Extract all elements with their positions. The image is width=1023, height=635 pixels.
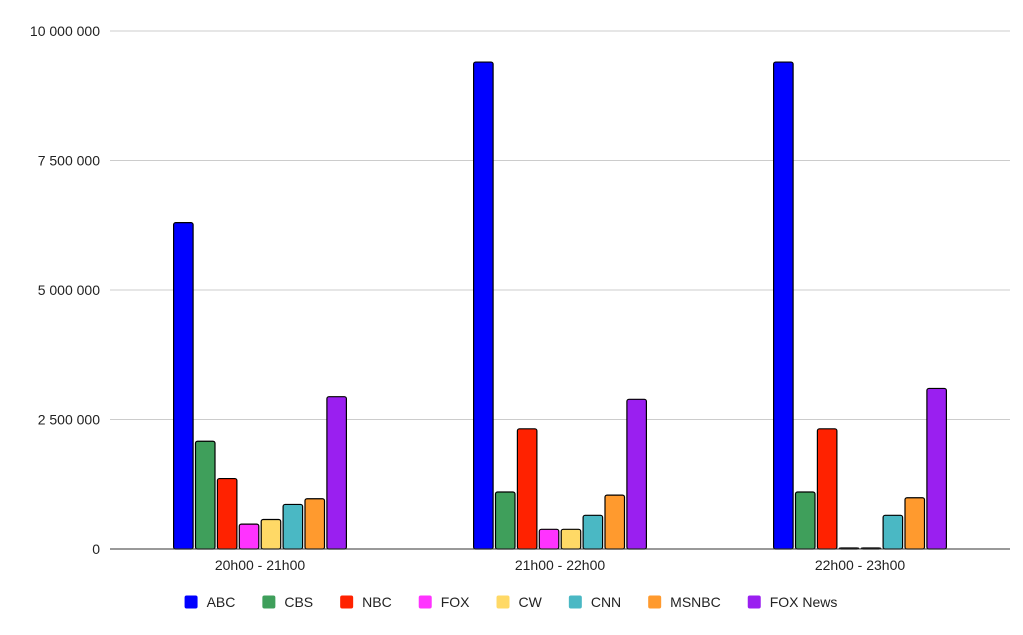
y-tick-label: 7 500 000 bbox=[38, 153, 100, 169]
bar-nbc-0 bbox=[216, 477, 238, 550]
legend-item-fox[interactable]: FOX bbox=[418, 594, 470, 610]
legend-item-cw[interactable]: CW bbox=[496, 594, 543, 610]
legend-label: FOX bbox=[441, 594, 470, 610]
bar-cw-1 bbox=[560, 528, 582, 550]
legend: ABC CBS NBC FOX CW CNN MSNBC FOX News bbox=[184, 594, 838, 610]
bar-cnn-1 bbox=[582, 514, 604, 550]
legend-swatch bbox=[747, 595, 761, 609]
bar-fox-news-2 bbox=[926, 387, 948, 550]
x-category-label: 22h00 - 23h00 bbox=[815, 557, 906, 573]
x-category-label: 21h00 - 22h00 bbox=[515, 557, 606, 573]
bar-cbs-0 bbox=[194, 440, 216, 550]
legend-swatch bbox=[496, 595, 510, 609]
legend-swatch bbox=[648, 595, 662, 609]
bar-msnbc-2 bbox=[904, 497, 926, 550]
y-tick-label: 0 bbox=[92, 541, 100, 557]
bar-cnn-2 bbox=[882, 514, 904, 550]
legend-swatch bbox=[418, 595, 432, 609]
legend-swatch bbox=[568, 595, 582, 609]
bar-msnbc-1 bbox=[604, 494, 626, 550]
bar-nbc-1 bbox=[516, 428, 538, 550]
legend-label: MSNBC bbox=[670, 594, 721, 610]
y-tick-label: 2 500 000 bbox=[38, 412, 100, 428]
x-category-label: 20h00 - 21h00 bbox=[215, 557, 306, 573]
legend-item-fox-news[interactable]: FOX News bbox=[747, 594, 838, 610]
bar-cw-0 bbox=[260, 518, 282, 550]
bar-cbs-1 bbox=[494, 491, 516, 550]
bar-fox-1 bbox=[538, 528, 560, 550]
legend-label: CBS bbox=[284, 594, 313, 610]
bar-nbc-2 bbox=[816, 428, 838, 550]
bar-fox-0 bbox=[238, 523, 260, 550]
bar-msnbc-0 bbox=[304, 498, 326, 550]
legend-swatch bbox=[262, 595, 276, 609]
legend-label: CNN bbox=[591, 594, 621, 610]
bar-abc-0 bbox=[173, 222, 194, 550]
bar-fox-news-0 bbox=[326, 396, 347, 550]
legend-label: NBC bbox=[362, 594, 392, 610]
bar-cnn-0 bbox=[282, 503, 304, 550]
y-tick-label: 10 000 000 bbox=[30, 23, 100, 39]
legend-label: ABC bbox=[207, 594, 236, 610]
bars bbox=[173, 61, 948, 550]
legend-item-abc[interactable]: ABC bbox=[184, 594, 236, 610]
bar-cbs-2 bbox=[794, 491, 816, 550]
bar-abc-2 bbox=[772, 61, 794, 550]
bar-fox-news-1 bbox=[626, 398, 648, 550]
gridlines bbox=[110, 30, 1010, 420]
legend-item-nbc[interactable]: NBC bbox=[340, 594, 392, 610]
y-axis-tick-labels: 0 2 500 000 5 000 000 7 500 000 10 000 000 bbox=[30, 23, 100, 557]
legend-swatch bbox=[340, 595, 354, 609]
bar-abc-1 bbox=[473, 61, 494, 550]
legend-item-msnbc[interactable]: MSNBC bbox=[648, 594, 721, 610]
legend-label: CW bbox=[519, 594, 543, 610]
legend-swatch bbox=[184, 595, 198, 609]
legend-item-cnn[interactable]: CNN bbox=[568, 594, 621, 610]
y-tick-label: 5 000 000 bbox=[38, 282, 100, 298]
legend-item-cbs[interactable]: CBS bbox=[262, 594, 313, 610]
legend-label: FOX News bbox=[770, 594, 838, 610]
x-axis-category-labels: 20h00 - 21h00 21h00 - 22h00 22h00 - 23h00 bbox=[215, 557, 906, 573]
